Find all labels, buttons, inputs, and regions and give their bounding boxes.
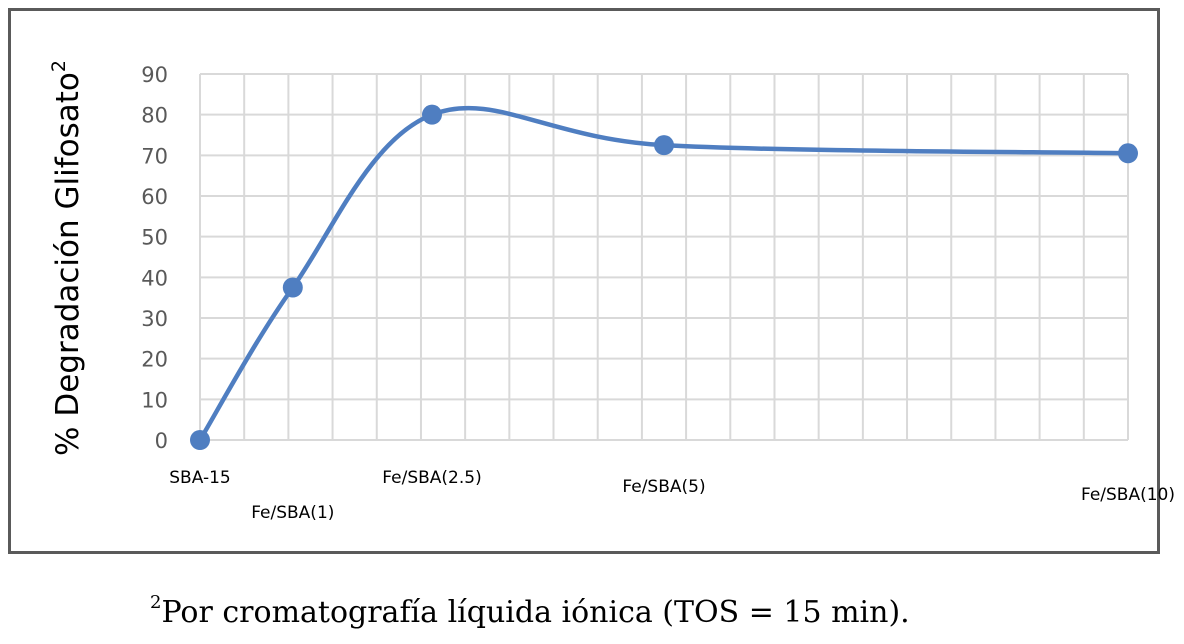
data-point (654, 135, 674, 156)
footnote: 2Por cromatografía líquida iónica (TOS =… (150, 592, 1050, 630)
y-tick-label: 10 (141, 388, 168, 412)
y-axis-label: % Degradación Glifosato2 (48, 60, 86, 456)
x-category-label: Fe/SBA(2.5) (382, 468, 481, 488)
data-points (190, 104, 1138, 450)
y-tick-label: 50 (141, 226, 168, 250)
footnote-marker: 2 (150, 592, 162, 613)
series-line (197, 105, 1131, 443)
y-tick-label: 30 (141, 307, 168, 331)
data-point (190, 430, 210, 450)
data-point (422, 104, 442, 125)
category-labels: SBA-15 Fe/SBA(1) Fe/SBA(2.5) Fe/SBA(5) Fe/SB… (169, 468, 1175, 523)
y-tick-label: 40 (141, 266, 168, 290)
y-tick-label: 0 (155, 429, 168, 453)
x-category-label: Fe/SBA(10) (1081, 485, 1175, 505)
y-axis-label-superscript: 2 (48, 60, 70, 72)
x-category-label: SBA-15 (169, 468, 230, 488)
y-tick-label: 20 (141, 348, 168, 372)
data-point (1118, 143, 1138, 164)
gridlines (199, 73, 1129, 441)
x-category-label: Fe/SBA(5) (622, 477, 705, 497)
footnote-text: Por cromatografía líquida iónica (TOS = … (161, 595, 910, 630)
data-point (282, 277, 303, 298)
x-category-label: Fe/SBA(1) (251, 503, 334, 523)
y-axis-label-text: % Degradación Glifosato (50, 72, 86, 456)
y-tick-label: 60 (141, 185, 168, 209)
y-tick-label: 70 (141, 144, 168, 168)
y-tick-label: 80 (141, 104, 168, 128)
y-tick-labels: 0 10 20 30 40 50 60 70 80 90 (141, 63, 168, 453)
y-tick-label: 90 (141, 63, 168, 87)
